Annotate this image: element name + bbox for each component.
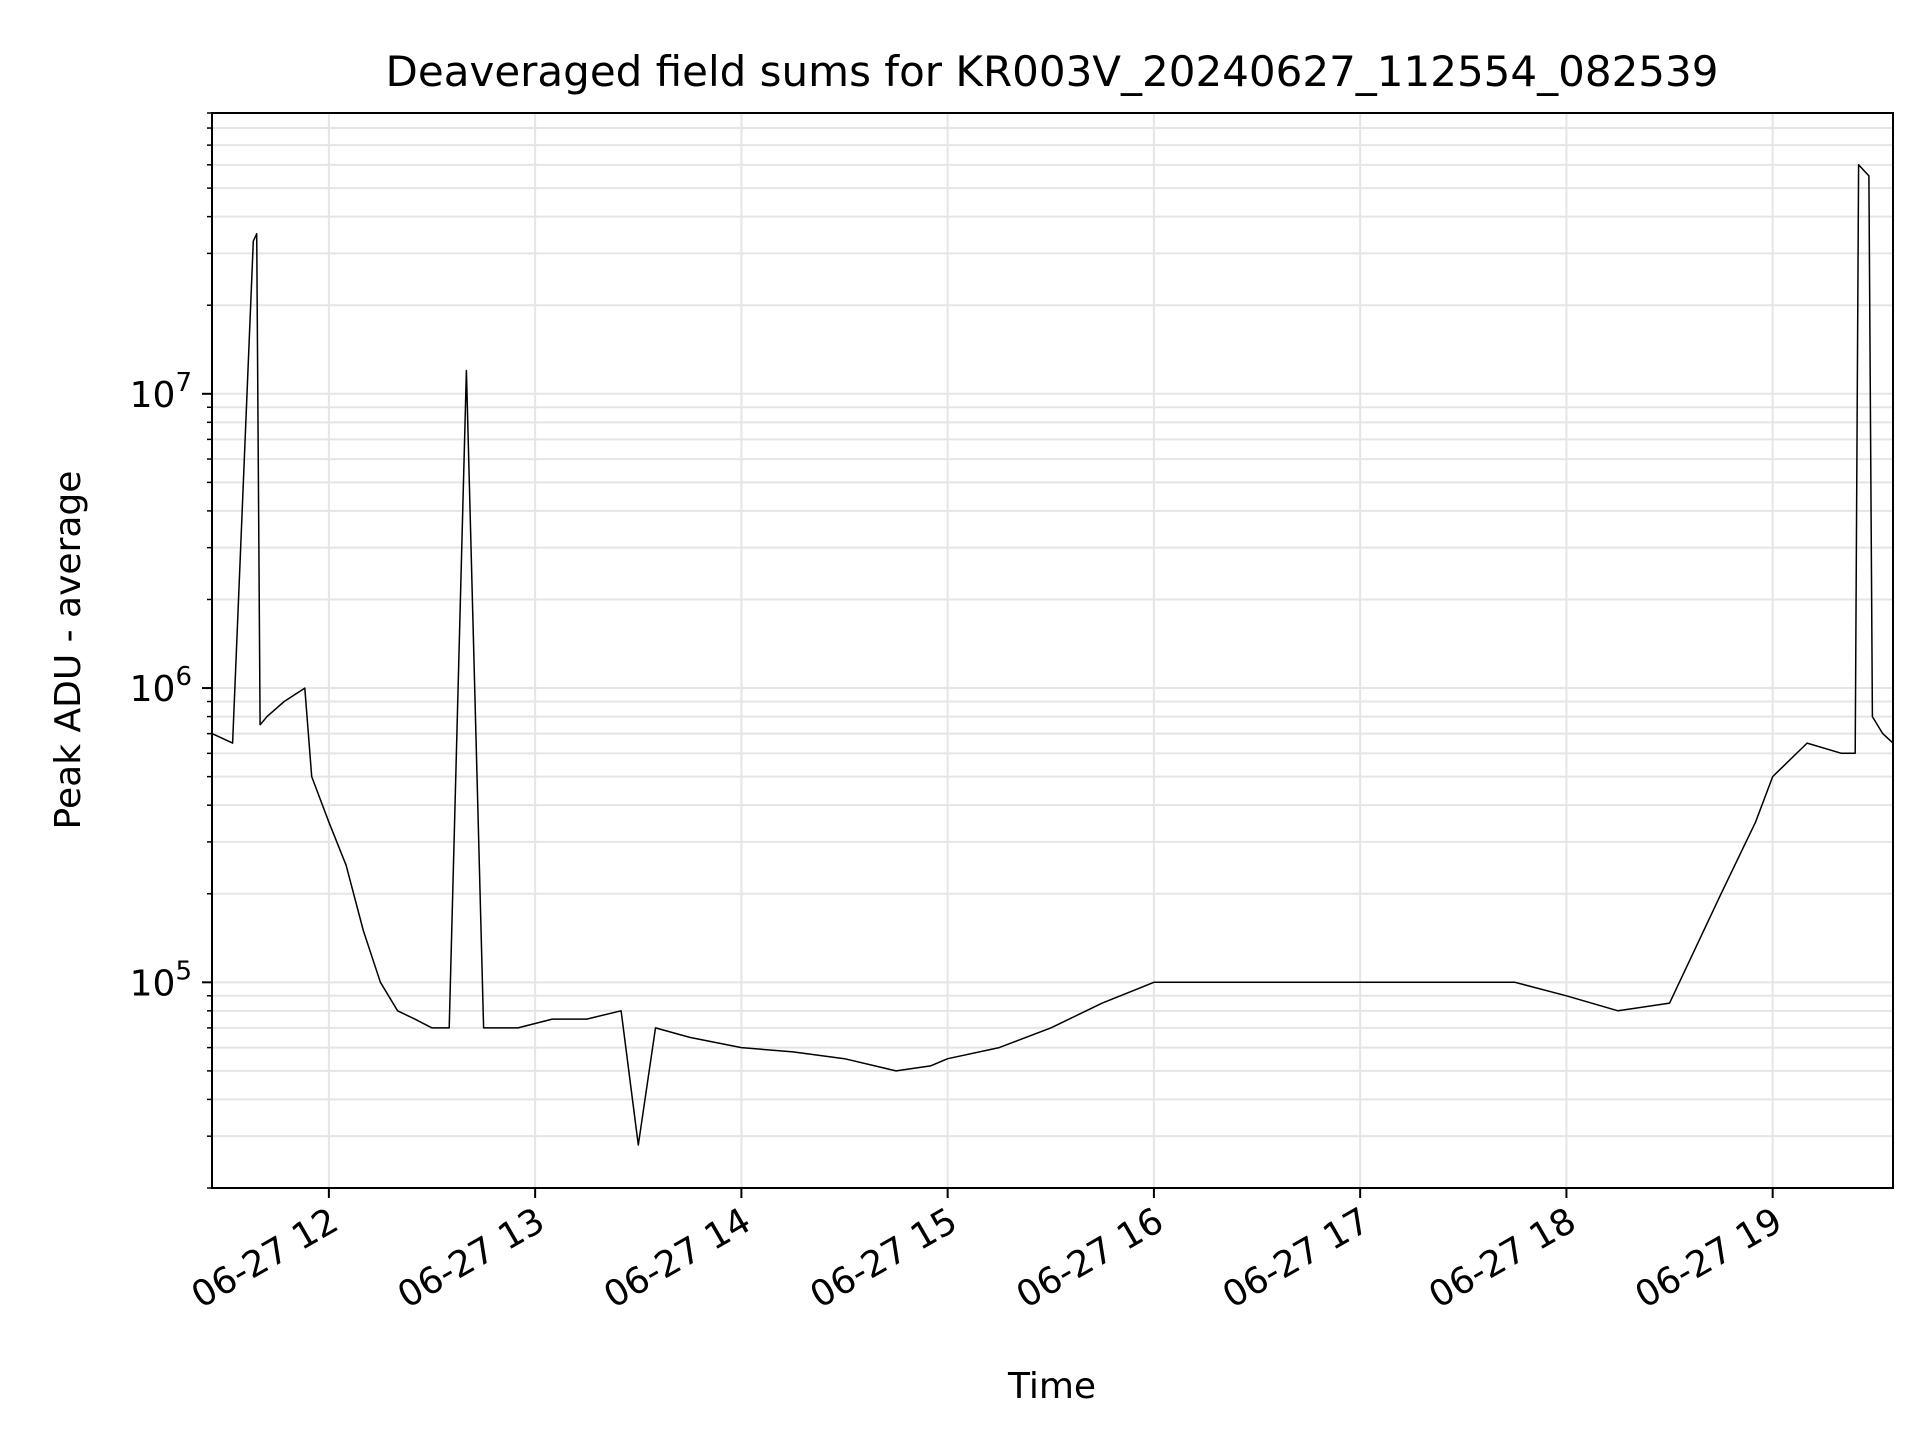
series-line-layer xyxy=(211,164,1894,1146)
y-tick-label-exponent: 5 xyxy=(175,956,192,986)
y-tick-label-exponent: 6 xyxy=(175,662,192,692)
y-tick-label: 106 xyxy=(130,662,192,710)
x-tick-label: 06-27 12 xyxy=(185,1200,346,1316)
y-tick-label-base: 10 xyxy=(130,669,176,710)
x-tick-label: 06-27 14 xyxy=(597,1200,758,1316)
x-tick-label: 06-27 15 xyxy=(803,1200,964,1316)
y-tick-label: 105 xyxy=(130,956,192,1004)
chart-title: Deaveraged field sums for KR003V_2024062… xyxy=(386,47,1719,96)
series-line xyxy=(211,164,1894,1146)
x-tick-label: 06-27 18 xyxy=(1422,1200,1583,1316)
x-axis-label: Time xyxy=(1007,1366,1096,1407)
plot-area-frame xyxy=(211,112,1894,1189)
y-axis-label: Peak ADU - average xyxy=(48,471,89,830)
y-tick-label-base: 10 xyxy=(130,963,176,1004)
y-tick-label: 107 xyxy=(130,368,192,416)
y-tick-label-base: 10 xyxy=(130,375,176,416)
x-tick-label: 06-27 19 xyxy=(1629,1200,1790,1316)
x-tick-label: 06-27 17 xyxy=(1216,1200,1377,1316)
y-tick-label-exponent: 7 xyxy=(175,368,192,398)
x-tick-label: 06-27 13 xyxy=(391,1200,552,1316)
x-tick-label: 06-27 16 xyxy=(1010,1200,1171,1316)
